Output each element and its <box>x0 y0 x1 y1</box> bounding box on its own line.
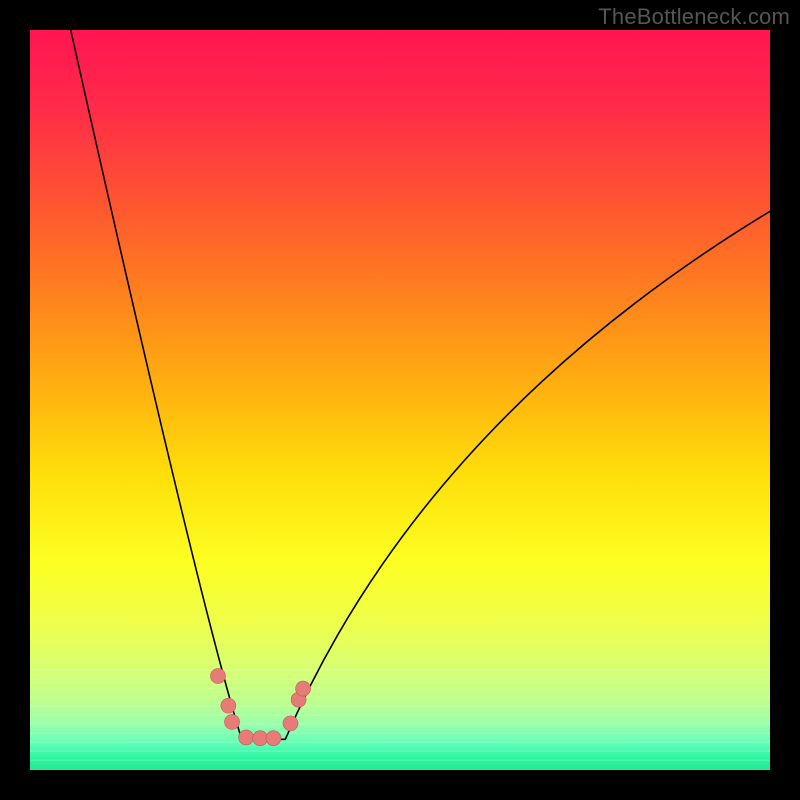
data-marker <box>225 714 240 729</box>
data-marker <box>253 731 268 746</box>
data-marker <box>266 731 281 746</box>
plot-background <box>30 30 770 770</box>
data-marker <box>296 681 311 696</box>
data-marker <box>210 669 225 684</box>
chart-root: TheBottleneck.com <box>0 0 800 800</box>
data-marker <box>239 730 254 745</box>
data-marker <box>221 698 236 713</box>
data-marker <box>283 716 298 731</box>
bottleneck-chart <box>0 0 800 800</box>
